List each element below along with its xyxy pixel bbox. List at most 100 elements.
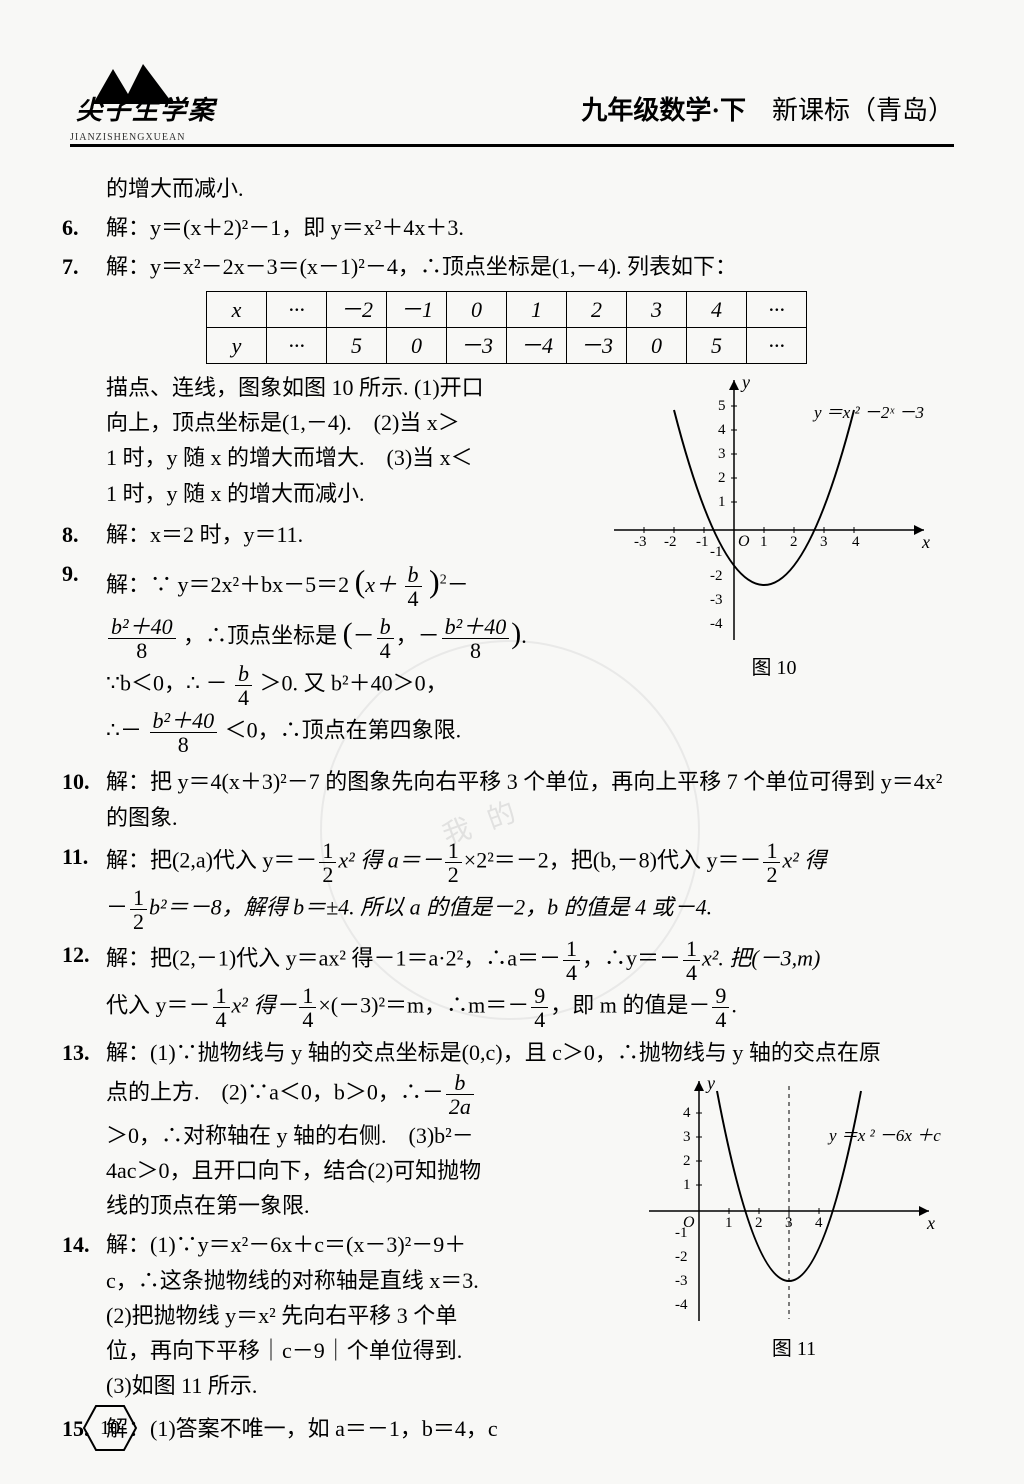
- problem-9: 9. 解：∵ y＝2x²＋bx－5＝2 (x＋ b4 )2－ b²＋408 ，∴…: [106, 556, 582, 756]
- figure-11: y x O 1234 1234 -1-2-3-4 y ＝x ² －6x ＋c 图…: [634, 1071, 954, 1365]
- svg-text:4: 4: [852, 534, 860, 550]
- content-body: 的增大而减小. 6. 解：y＝(x＋2)²－1，即 y＝x²＋4x＋3. 7. …: [70, 171, 954, 1447]
- svg-text:-1: -1: [675, 1225, 688, 1241]
- p7-line: 描点、连线，图象如图 10 所示. (1)开口: [106, 370, 582, 405]
- svg-text:4: 4: [718, 422, 726, 438]
- svg-text:y ＝x ² －6x ＋c: y ＝x ² －6x ＋c: [827, 1126, 941, 1145]
- parabola-graph-icon: y x O -3 -2 -1 1 2 3 4 1 2 3 4 5 -1 -2 -3 -4 y ＝x ² …: [604, 370, 944, 650]
- svg-text:-4: -4: [710, 616, 723, 632]
- parabola-graph-icon: y x O 1234 1234 -1-2-3-4 y ＝x ² －6x ＋c: [639, 1071, 949, 1331]
- svg-text:-2: -2: [664, 534, 677, 550]
- cell: 1: [507, 291, 567, 327]
- title-bold: 九年级数学·下: [581, 96, 746, 125]
- logo-text: 尖子生学案: [76, 90, 216, 132]
- svg-text:2: 2: [755, 1215, 763, 1231]
- item-num: 11.: [62, 839, 88, 874]
- title-light: 新课标（青岛）: [772, 96, 954, 125]
- svg-text:-2: -2: [710, 568, 723, 584]
- svg-text:y: y: [740, 372, 750, 392]
- problem-8: 8. 解：x＝2 时，y＝11.: [106, 517, 582, 552]
- item-num: 13.: [62, 1035, 90, 1070]
- figure-10: y x O -3 -2 -1 1 2 3 4 1 2 3 4 5 -1 -2 -3 -4 y ＝x ² …: [594, 370, 954, 684]
- p7-line: 向上，顶点坐标是(1,－4). (2)当 x＞: [106, 405, 582, 440]
- fig-caption: 图 11: [634, 1333, 954, 1365]
- cell: 3: [627, 291, 687, 327]
- cell: －3: [567, 327, 627, 363]
- problem-6: 6. 解：y＝(x＋2)²－1，即 y＝x²＋4x＋3.: [106, 210, 954, 245]
- intro-tail: 的增大而减小.: [106, 171, 954, 206]
- svg-text:3: 3: [785, 1215, 793, 1231]
- svg-text:1: 1: [683, 1177, 691, 1193]
- cell: ···: [747, 291, 807, 327]
- p7-line: 1 时，y 随 x 的增大而减小.: [106, 476, 582, 511]
- problem-14: 14. 解：(1)∵y＝x²－6x＋c＝(x－3)²－9＋ c，∴这条抛物线的对…: [106, 1227, 622, 1403]
- item-num: 6.: [62, 210, 79, 245]
- item-lead: 解：y＝x²－2x－3＝(x－1)²－4，∴顶点坐标是(1,－4). 列表如下：: [106, 254, 737, 279]
- problem-15: 15. 解：(1)答案不唯一，如 a＝－1，b＝4，c: [106, 1411, 954, 1446]
- cell: 4: [687, 291, 747, 327]
- svg-text:10: 10: [100, 1417, 120, 1439]
- problem-7: 7. 解：y＝x²－2x－3＝(x－1)²－4，∴顶点坐标是(1,－4). 列表…: [106, 249, 954, 760]
- item-num: 10.: [62, 764, 90, 799]
- svg-text:4: 4: [815, 1215, 823, 1231]
- item-text: 解：y＝(x＋2)²－1，即 y＝x²＋4x＋3.: [106, 215, 464, 240]
- item-num: 7.: [62, 249, 79, 284]
- svg-text:4: 4: [683, 1105, 691, 1121]
- svg-text:-2: -2: [675, 1249, 688, 1265]
- cell: ···: [747, 327, 807, 363]
- cell: －1: [387, 291, 447, 327]
- cell: 0: [627, 327, 687, 363]
- problem-10: 10. 解：把 y＝4(x＋3)²－7 的图象先向右平移 3 个单位，再向上平移…: [106, 764, 954, 834]
- cell: －3: [447, 327, 507, 363]
- svg-text:3: 3: [683, 1129, 691, 1145]
- svg-text:y ＝x ² －2ˣ －3: y ＝x ² －2ˣ －3: [812, 403, 924, 422]
- svg-text:-1: -1: [710, 544, 723, 560]
- item-text: 解：x＝2 时，y＝11.: [106, 522, 303, 547]
- logo-pinyin: JIANZISHENGXUEAN: [70, 130, 185, 146]
- svg-text:3: 3: [820, 534, 828, 550]
- svg-text:-3: -3: [634, 534, 647, 550]
- problem-12: 12. 解：把(2,－1)代入 y＝ax² 得－1＝a·2²，∴a＝－14，∴y…: [106, 937, 954, 1031]
- cell: ···: [267, 291, 327, 327]
- item-num: 9.: [62, 556, 79, 591]
- svg-text:-1: -1: [696, 534, 709, 550]
- svg-text:2: 2: [683, 1153, 691, 1169]
- item-num: 8.: [62, 517, 79, 552]
- cell: 0: [387, 327, 447, 363]
- svg-text:x: x: [926, 1213, 935, 1233]
- page-header: 尖子生学案 JIANZISHENGXUEAN 九年级数学·下 新课标（青岛）: [70, 60, 954, 147]
- item-text: 解：把 y＝4(x＋3)²－7 的图象先向右平移 3 个单位，再向上平移 7 个…: [106, 769, 942, 829]
- svg-text:3: 3: [718, 446, 726, 462]
- item-text: 解：(1)答案不唯一，如 a＝－1，b＝4，c: [106, 1416, 498, 1441]
- svg-text:O: O: [738, 533, 750, 550]
- cell: ···: [267, 327, 327, 363]
- svg-text:x: x: [921, 532, 930, 552]
- svg-text:1: 1: [760, 534, 768, 550]
- cell: x: [207, 291, 267, 327]
- p7-line: 1 时，y 随 x 的增大而增大. (3)当 x＜: [106, 440, 582, 475]
- svg-text:5: 5: [718, 398, 726, 414]
- cell: 0: [447, 291, 507, 327]
- svg-text:-3: -3: [710, 592, 723, 608]
- cell: 5: [327, 327, 387, 363]
- cell: －2: [327, 291, 387, 327]
- problem-11: 11. 解：把(2,a)代入 y＝－12x² 得 a＝－12×2²＝－2，把(b…: [106, 839, 954, 933]
- svg-text:2: 2: [718, 470, 726, 486]
- svg-text:1: 1: [718, 494, 726, 510]
- page-number: 10: [82, 1404, 138, 1452]
- cell: y: [207, 327, 267, 363]
- svg-text:y: y: [705, 1073, 715, 1093]
- cell: 2: [567, 291, 627, 327]
- problem-13: 13. 解：(1)∵抛物线与 y 轴的交点坐标是(0,c)，且 c＞0，∴抛物线…: [106, 1035, 954, 1407]
- cell: －4: [507, 327, 567, 363]
- logo: 尖子生学案 JIANZISHENGXUEAN: [70, 60, 230, 140]
- item-num: 12.: [62, 937, 90, 972]
- svg-text:-4: -4: [675, 1297, 688, 1313]
- svg-text:1: 1: [725, 1215, 733, 1231]
- fig-caption: 图 10: [594, 652, 954, 684]
- svg-text:2: 2: [790, 534, 798, 550]
- cell: 5: [687, 327, 747, 363]
- header-title: 九年级数学·下 新课标（青岛）: [581, 90, 954, 140]
- item-num: 14.: [62, 1227, 90, 1262]
- svg-text:-3: -3: [675, 1273, 688, 1289]
